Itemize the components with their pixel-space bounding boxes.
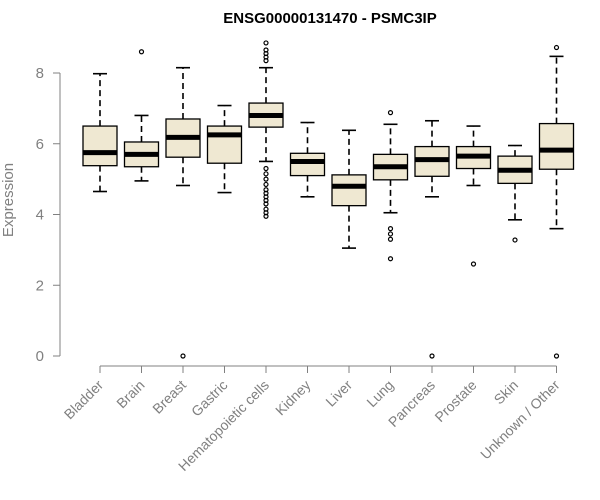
x-tick-label: Liver bbox=[322, 377, 355, 410]
y-tick-label: 0 bbox=[36, 348, 44, 365]
box-group bbox=[165, 66, 201, 359]
x-tick-label: Bladder bbox=[61, 377, 107, 423]
box-group bbox=[289, 121, 326, 198]
x-tick-label: Breast bbox=[149, 377, 189, 417]
x-tick-label: Prostate bbox=[431, 377, 479, 425]
y-tick-label: 2 bbox=[36, 277, 44, 294]
x-tick-label: Brain bbox=[113, 377, 147, 411]
outlier-point bbox=[387, 110, 394, 116]
outlier-point bbox=[553, 44, 560, 51]
iqr-box bbox=[206, 125, 243, 164]
box-group bbox=[331, 129, 367, 249]
x-tick-label: Lung bbox=[363, 377, 396, 410]
iqr-box bbox=[82, 125, 118, 167]
outlier-point bbox=[180, 353, 186, 359]
outlier-point bbox=[387, 236, 394, 242]
outlier-point bbox=[263, 181, 269, 188]
y-axis: 0 2 4 6 8 bbox=[36, 65, 61, 365]
outlier-point bbox=[429, 353, 435, 359]
box-group bbox=[123, 49, 160, 182]
box-group bbox=[82, 72, 118, 193]
outlier-point bbox=[138, 49, 145, 55]
outlier-point bbox=[470, 261, 477, 267]
outlier-point bbox=[263, 40, 269, 46]
outlier-point bbox=[263, 213, 269, 219]
chart-title: ENSG00000131470 - PSMC3IP bbox=[223, 10, 436, 27]
box-group bbox=[248, 40, 284, 219]
box-group bbox=[206, 104, 243, 194]
iqr-box bbox=[331, 174, 367, 207]
box-group bbox=[497, 144, 533, 243]
outlier-point bbox=[263, 201, 269, 207]
outlier-point bbox=[263, 171, 269, 177]
outlier-point bbox=[387, 226, 394, 232]
y-tick-label: 6 bbox=[36, 136, 44, 153]
y-tick-label: 4 bbox=[36, 207, 44, 224]
outlier-point bbox=[553, 353, 560, 359]
y-axis-label: Expression bbox=[0, 163, 17, 237]
outlier-point bbox=[387, 256, 394, 262]
y-tick-label: 8 bbox=[36, 65, 44, 82]
box-group bbox=[372, 110, 409, 262]
outlier-point bbox=[263, 176, 269, 182]
outlier-point bbox=[263, 165, 269, 172]
x-tick-label: Unknown / Other bbox=[477, 377, 563, 463]
box-group bbox=[538, 44, 575, 359]
iqr-box bbox=[289, 152, 326, 177]
x-tick-label: Kidney bbox=[272, 377, 314, 419]
outlier-point bbox=[387, 231, 394, 237]
iqr-box bbox=[538, 122, 575, 170]
outlier-point bbox=[263, 58, 269, 64]
box-group bbox=[455, 125, 492, 267]
box-group bbox=[414, 119, 450, 359]
outlier-point bbox=[512, 237, 518, 243]
x-tick-label: Skin bbox=[491, 377, 522, 408]
box-series bbox=[82, 40, 575, 359]
